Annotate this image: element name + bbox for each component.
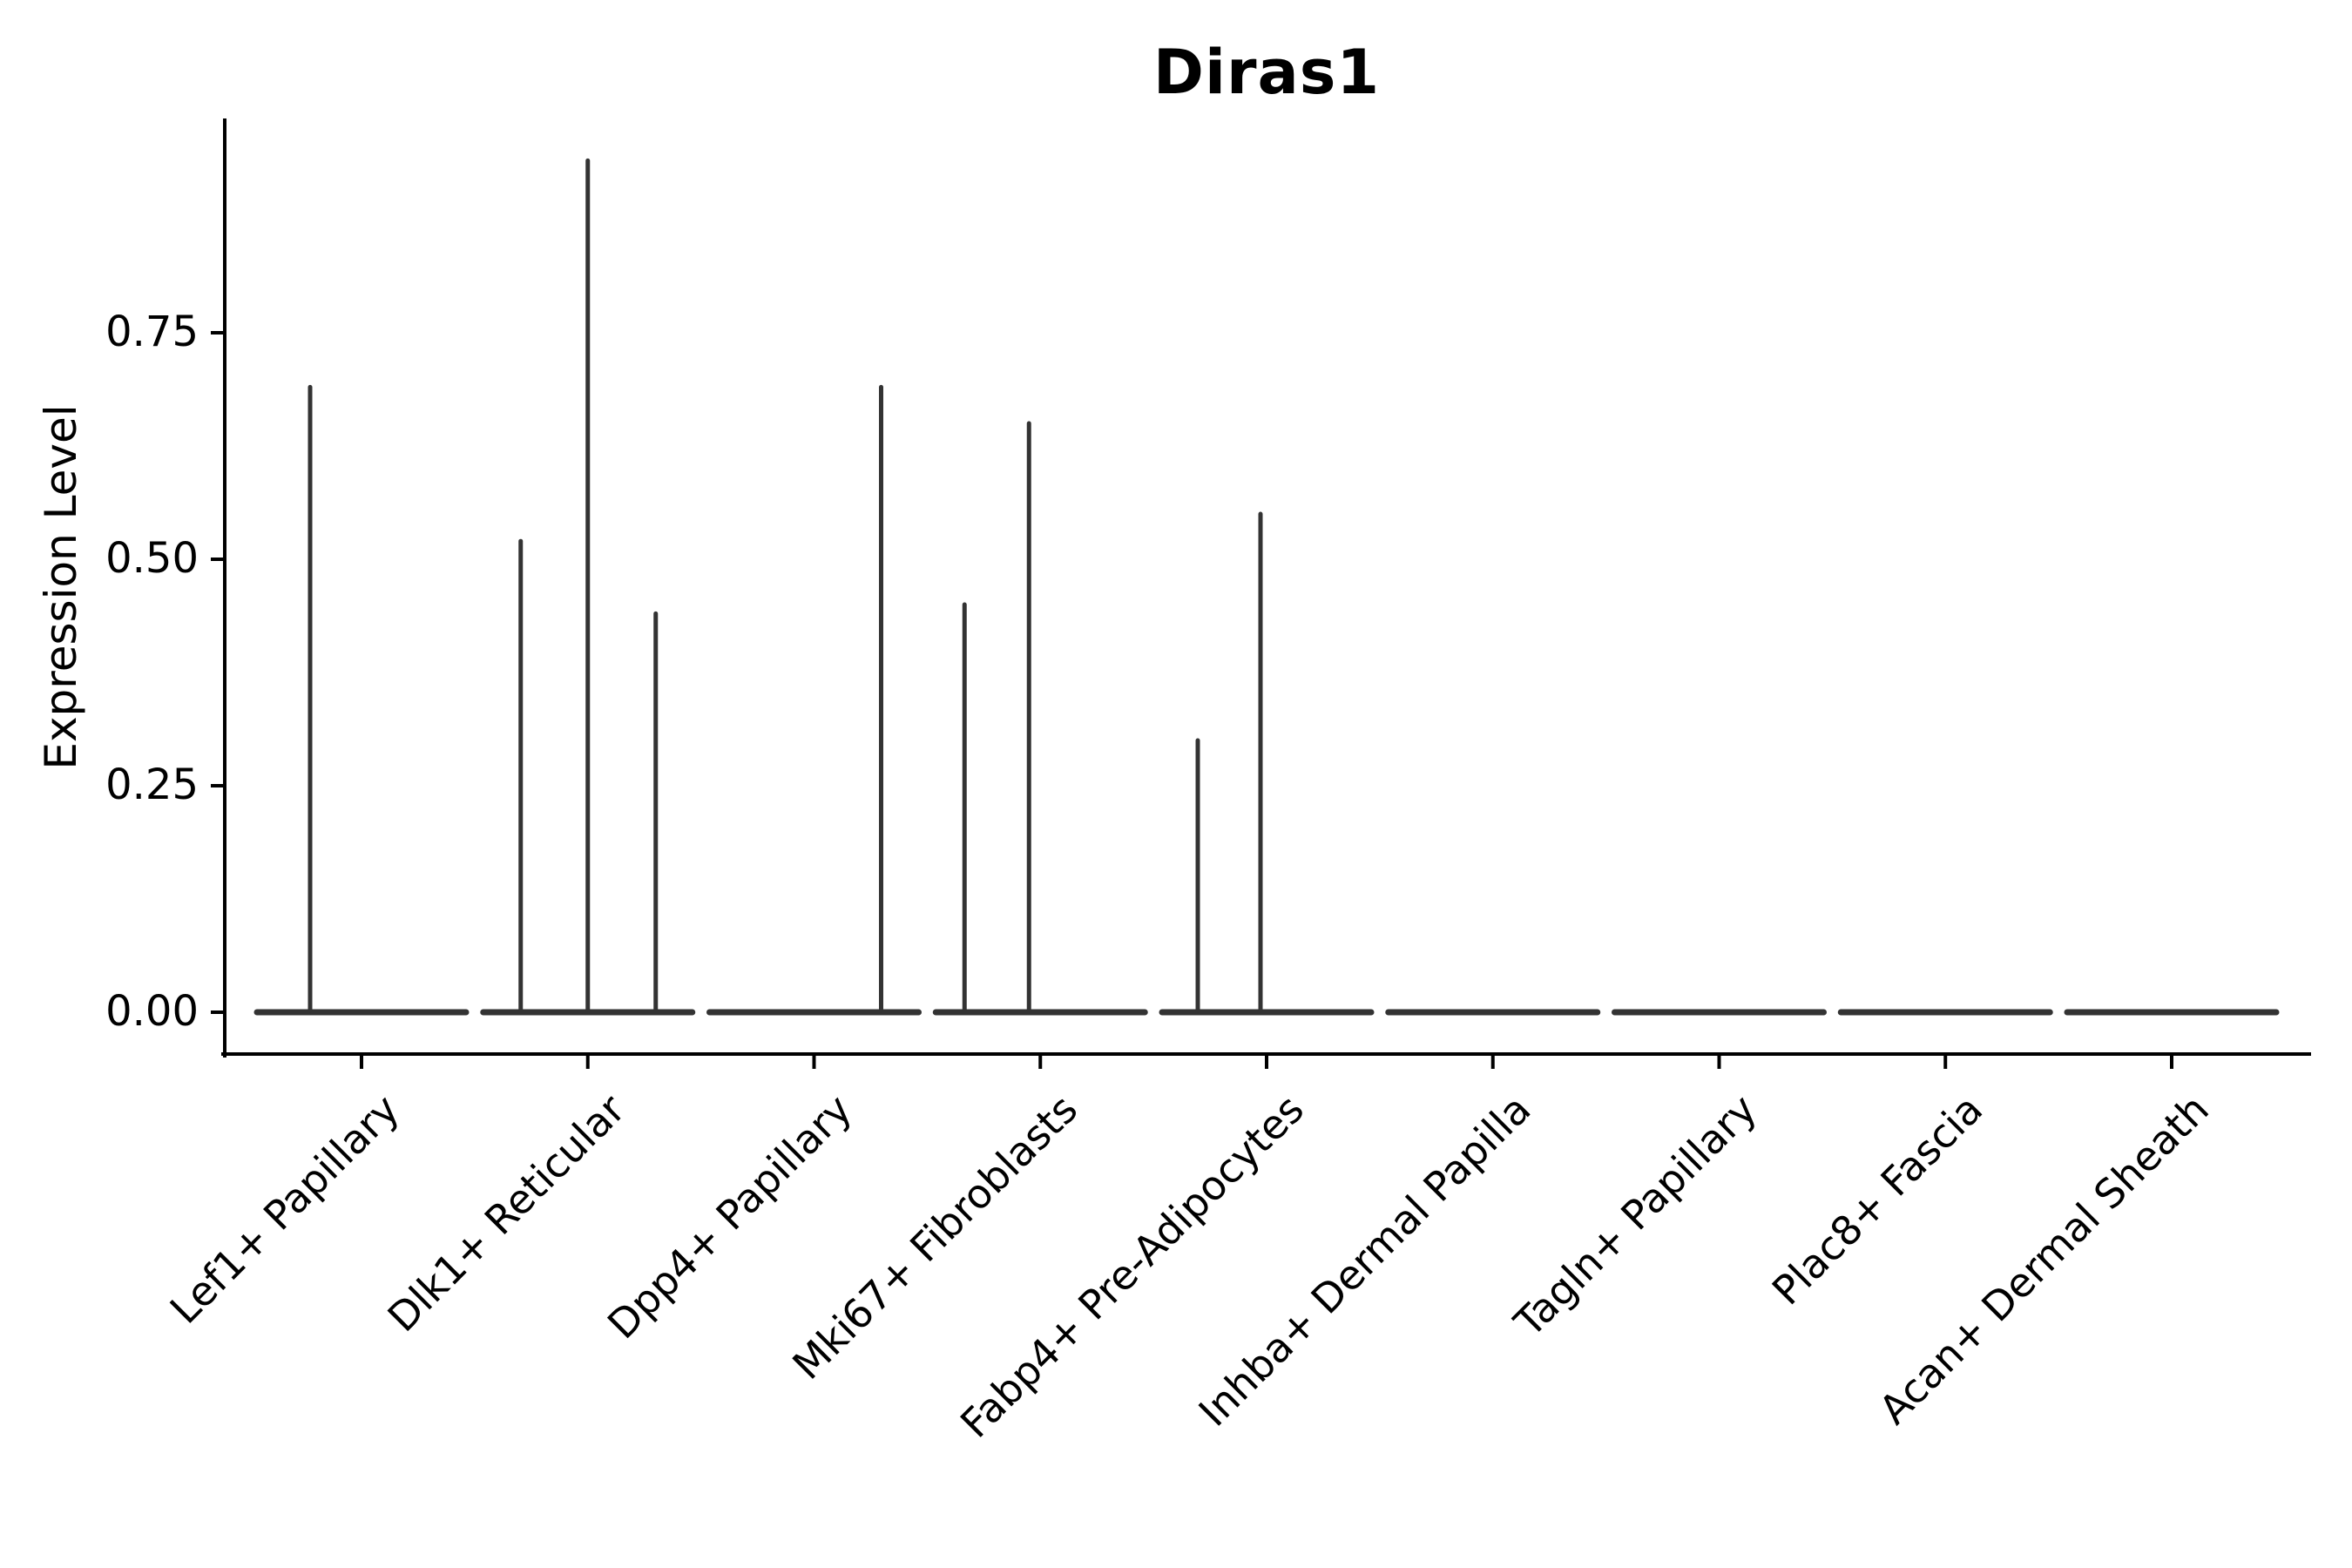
y-tick-label: 0.50 [105,533,199,583]
chart-title: Diras1 [1152,37,1381,108]
y-tick-label: 0.00 [105,986,199,1036]
y-tick-label: 0.75 [105,307,199,356]
y-tick-label: 0.25 [105,760,199,809]
